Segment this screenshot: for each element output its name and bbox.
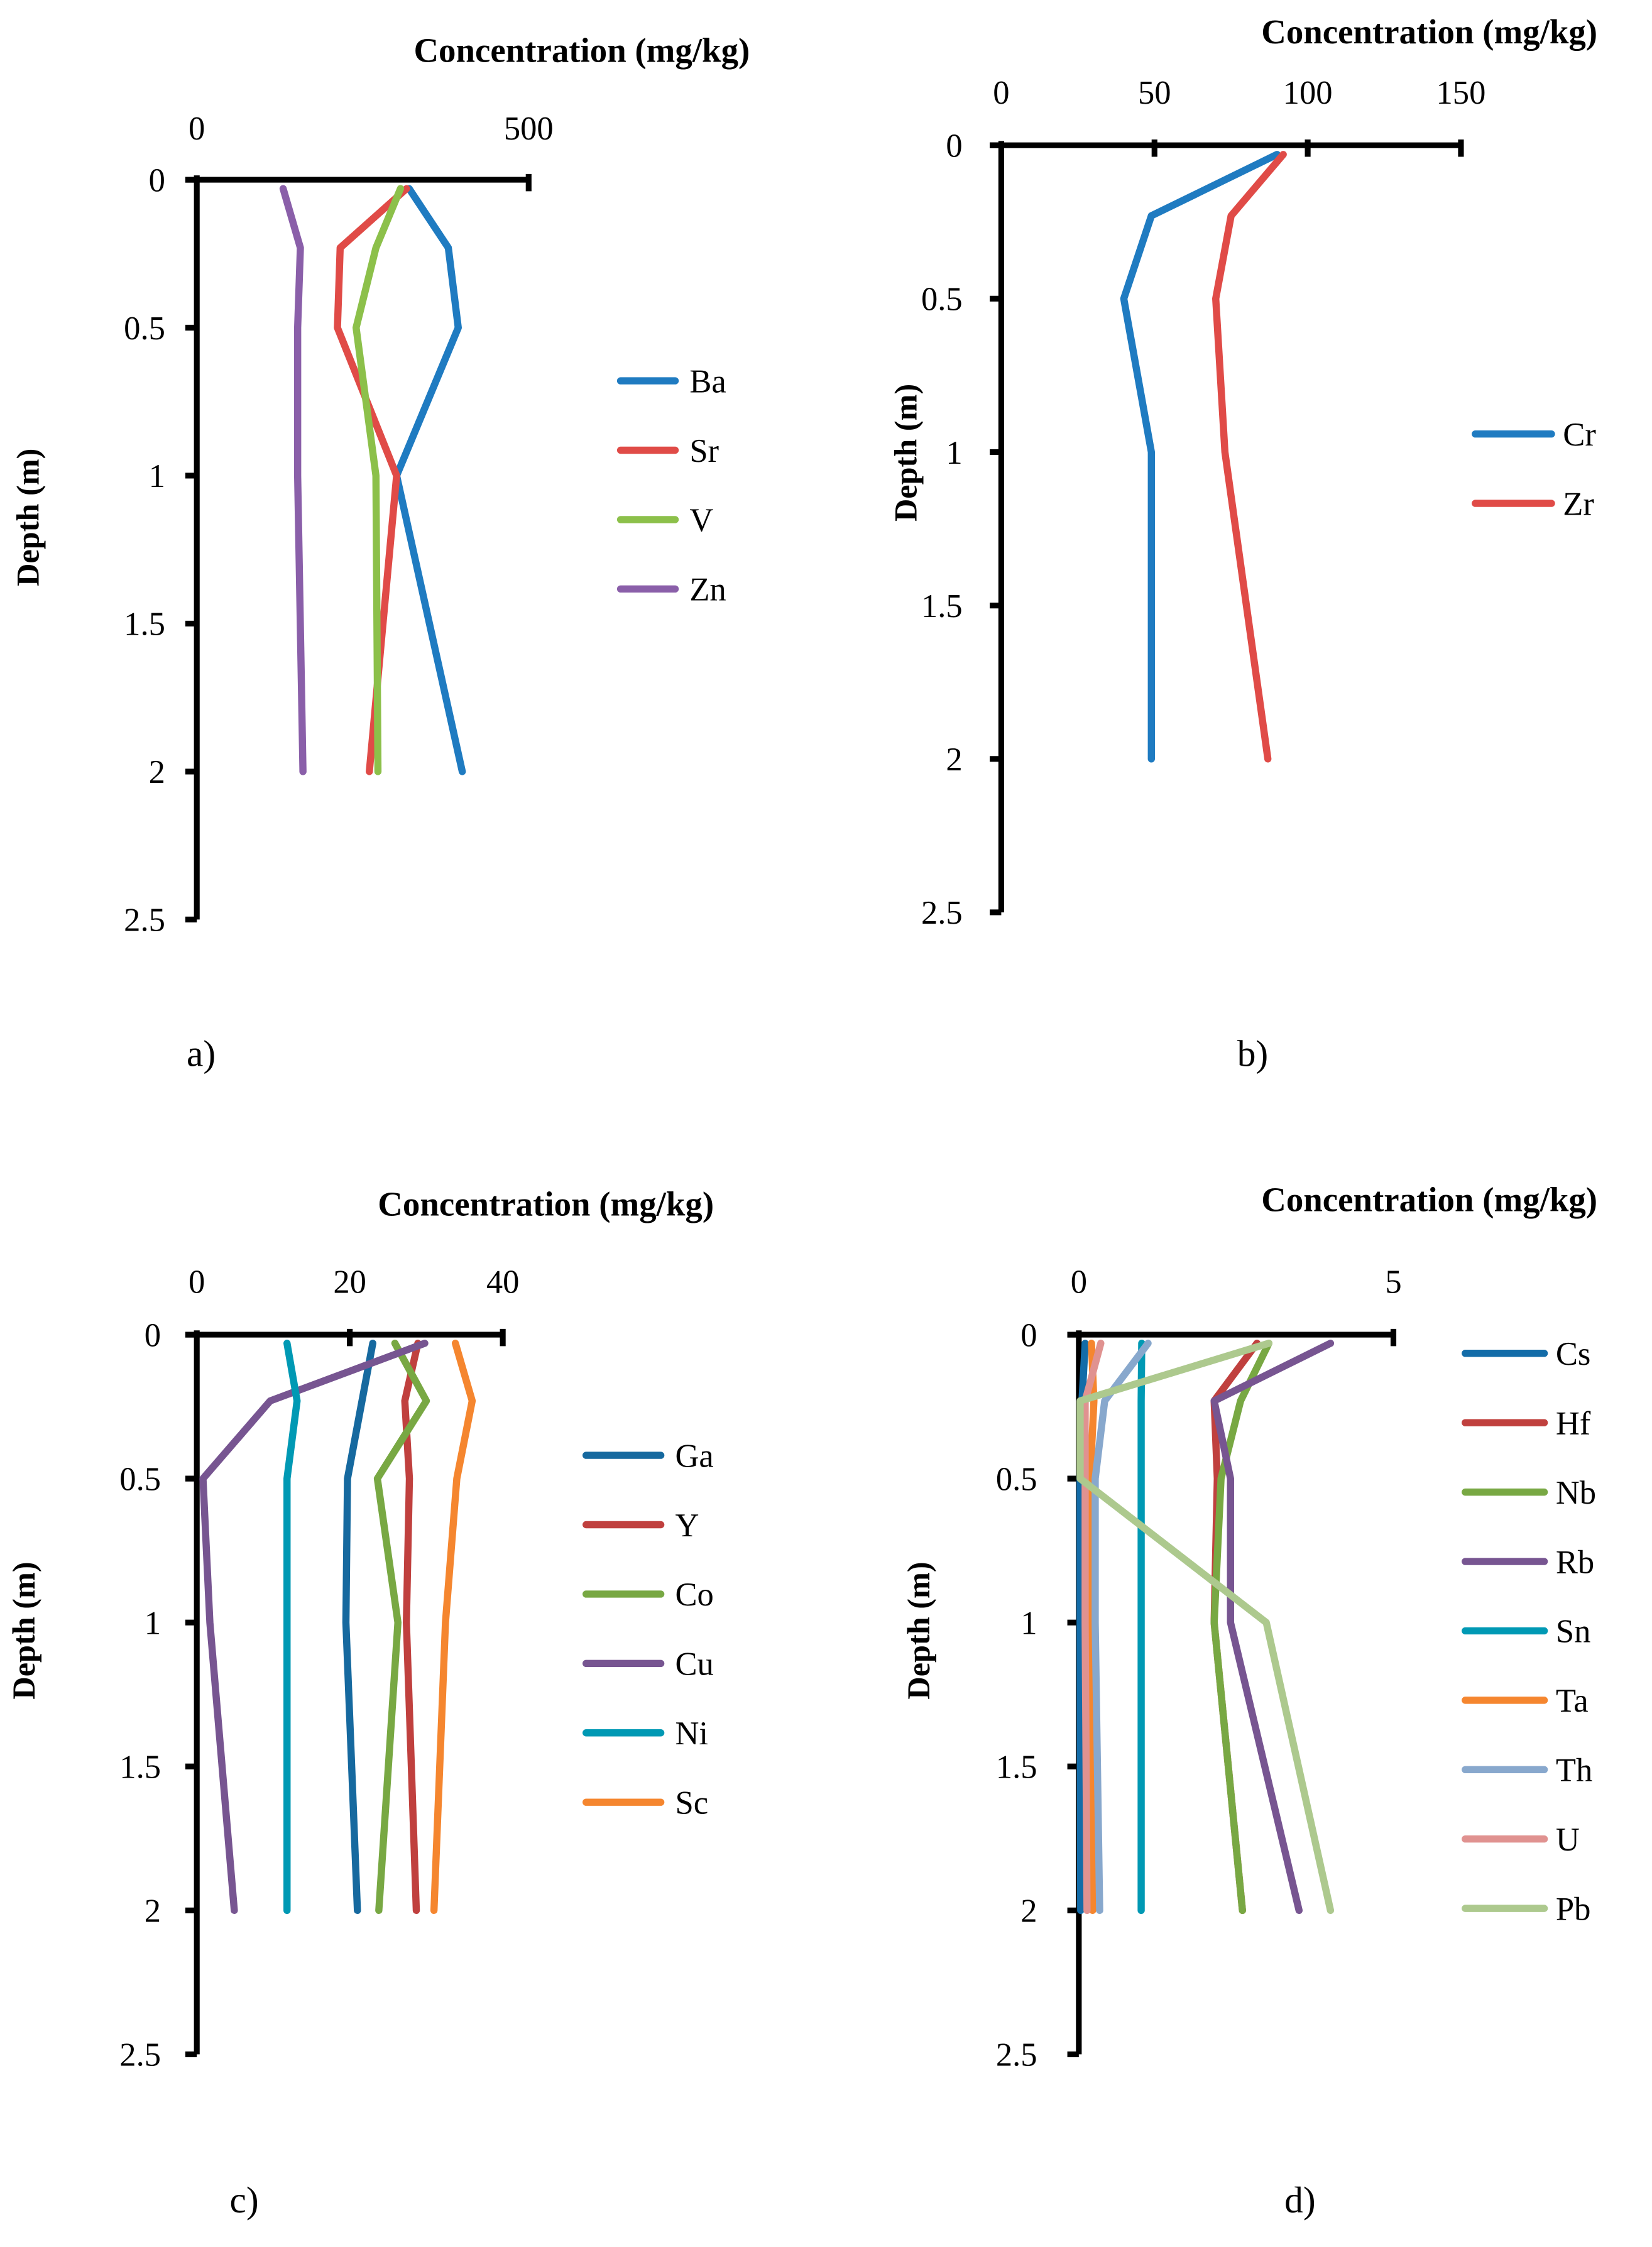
x-axis-title: Concentration (mg/kg): [413, 31, 750, 70]
x-tick-label: 500: [504, 111, 554, 147]
legend-label: Nb: [1556, 1475, 1596, 1511]
y-tick-label: 1.5: [996, 1749, 1037, 1786]
legend-label: Sn: [1556, 1614, 1591, 1650]
y-tick-label: 2: [145, 1893, 161, 1930]
x-axis-title: Concentration (mg/kg): [1261, 1180, 1597, 1218]
legend-label: Y: [675, 1507, 699, 1544]
x-tick-label: 100: [1283, 75, 1333, 111]
legend-label: Rb: [1556, 1544, 1594, 1580]
y-tick-label: 0: [1020, 1317, 1037, 1353]
series-line-cr: [1120, 151, 1281, 763]
series-line-rb: [1210, 1340, 1335, 1915]
legend-label: Ni: [675, 1715, 708, 1752]
legend-label: Sr: [689, 433, 719, 469]
x-tick-label: 5: [1385, 1264, 1401, 1301]
series-line-sc: [430, 1340, 476, 1915]
x-tick-label: 0: [993, 75, 1009, 111]
x-tick-label: 0: [1071, 1264, 1087, 1301]
series-line-ba: [393, 185, 466, 775]
x-axis-title: Concentration (mg/kg): [378, 1184, 714, 1223]
y-tick-label: 2: [149, 754, 165, 790]
legend-label: V: [689, 502, 713, 539]
panel-label: c): [230, 2179, 259, 2221]
y-tick-label: 1: [946, 435, 962, 471]
series-line-sr: [334, 185, 410, 775]
chart-panel-d: Concentration (mg/kg) 0 5 0 0.5 1 1.5 2 2.5 Depth…: [901, 1180, 1597, 2220]
y-tick-label: 0.5: [119, 1461, 161, 1497]
x-tick-label: 40: [486, 1264, 520, 1301]
legend-label: Cr: [1563, 417, 1596, 453]
panel-label: a): [187, 1033, 216, 1074]
series-line-sn: [1137, 1340, 1146, 1915]
y-axis-title: Depth (m): [901, 1561, 936, 1699]
x-tick-label: 20: [333, 1264, 366, 1301]
y-tick-label: 1.5: [119, 1749, 161, 1786]
legend-label: Pb: [1556, 1891, 1591, 1927]
x-tick-label: 150: [1436, 75, 1486, 111]
y-axis-title: Depth (m): [6, 1561, 41, 1699]
legend-label: Th: [1556, 1752, 1592, 1789]
series-line-ni: [283, 1340, 301, 1915]
series-line-pb: [1076, 1340, 1335, 1915]
y-axis-title: Depth (m): [889, 384, 924, 522]
series-line-zn: [279, 185, 307, 775]
chart-panel-a: Concentration (mg/kg) 0 500 0 0.5 1 1.5 2 2.5 Dep…: [11, 31, 750, 1074]
series-line-th: [1091, 1340, 1152, 1915]
series-line-zr: [1212, 151, 1287, 763]
y-tick-label: 1.5: [124, 606, 165, 643]
y-tick-label: 0: [946, 128, 962, 164]
y-tick-label: 1.5: [921, 588, 963, 625]
y-tick-label: 1: [1020, 1605, 1037, 1641]
y-tick-label: 2.5: [921, 895, 963, 931]
legend-label: Zn: [689, 572, 726, 608]
legend-label: Cs: [1556, 1336, 1591, 1372]
chart-panel-c: Concentration (mg/kg) 0 20 40 0 0.5 1 1.5 2 2.5 De…: [6, 1184, 714, 2221]
x-tick-label: 0: [189, 1264, 205, 1301]
x-tick-label: 0: [189, 111, 205, 147]
series-line-y: [401, 1340, 422, 1915]
legend-label: Sc: [675, 1785, 708, 1821]
y-axis-title: Depth (m): [11, 449, 46, 586]
y-tick-label: 2: [1020, 1893, 1037, 1930]
chart-panel-b: Concentration (mg/kg) 0 50 100 150 0 0.5 1 1.5 2 2…: [889, 13, 1598, 1074]
legend-label: Ta: [1556, 1683, 1589, 1719]
series-line-ga: [342, 1340, 376, 1915]
y-tick-label: 1: [145, 1605, 161, 1641]
x-tick-label: 50: [1138, 75, 1171, 111]
series-line-cu: [199, 1340, 429, 1915]
legend-label: U: [1556, 1822, 1580, 1858]
y-tick-label: 0.5: [996, 1461, 1037, 1497]
y-tick-label: 1: [149, 458, 165, 495]
y-tick-label: 2.5: [119, 2037, 161, 2074]
series-line-v: [353, 185, 405, 775]
x-axis-title: Concentration (mg/kg): [1261, 13, 1597, 51]
y-tick-label: 2.5: [124, 902, 165, 939]
legend-label: Ba: [689, 363, 726, 400]
panel-label: d): [1284, 2179, 1315, 2221]
legend-label: Hf: [1556, 1405, 1591, 1441]
legend-label: Cu: [675, 1646, 713, 1683]
y-tick-label: 2: [946, 741, 962, 778]
y-tick-label: 2.5: [996, 2037, 1037, 2074]
legend-label: Ga: [675, 1438, 713, 1474]
legend-label: Co: [675, 1577, 713, 1613]
y-tick-label: 0: [145, 1317, 161, 1353]
panel-label: b): [1237, 1033, 1268, 1074]
y-tick-label: 0.5: [921, 282, 963, 318]
legend-label: Zr: [1563, 486, 1594, 522]
series-line-co: [373, 1340, 430, 1915]
y-tick-label: 0.5: [124, 310, 165, 347]
y-tick-label: 0: [149, 162, 165, 199]
